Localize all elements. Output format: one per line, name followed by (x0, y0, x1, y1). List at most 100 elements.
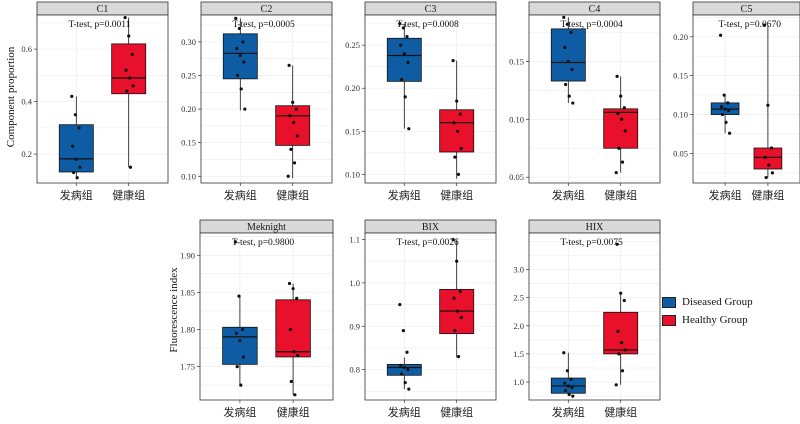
y-tick-label: 1.80 (180, 324, 195, 334)
data-point (614, 383, 618, 387)
y-tick-label: 0.6 (21, 44, 32, 54)
data-point (78, 165, 82, 169)
data-point (291, 100, 295, 104)
data-point (453, 155, 457, 159)
legend-key-diseased (662, 296, 676, 308)
data-point (619, 94, 623, 98)
ttest-annotation: T-test, p=0.0011 (68, 20, 130, 30)
data-point (566, 59, 570, 63)
box-body (111, 43, 147, 95)
y-tick-label: 1.75 (180, 362, 195, 372)
panel-title: C5 (741, 4, 753, 15)
data-point (289, 379, 293, 384)
panel-hix: HIX 1.0 1.5 2.0 2.5 3.0 发病组 健康组 T-test, p=0.0075 (513, 219, 661, 419)
data-point (236, 73, 240, 78)
data-point (456, 172, 461, 176)
panel-title: Meknight (247, 222, 286, 233)
data-point (406, 368, 410, 372)
data-point (291, 287, 295, 291)
plot-area (365, 233, 496, 400)
data-point (453, 328, 457, 333)
y-tick-label: 0.25 (181, 70, 196, 80)
data-point (726, 101, 730, 105)
panel-frame (528, 14, 661, 184)
data-point (128, 165, 133, 169)
data-point (724, 120, 728, 124)
panel-frame (528, 232, 661, 401)
data-point (767, 163, 771, 167)
data-point (234, 16, 238, 20)
data-point (567, 392, 571, 396)
ttest-annotation: T-test, p=0.0026 (396, 238, 459, 248)
data-point (406, 60, 410, 64)
data-point (239, 383, 243, 387)
legend-key-healthy (662, 314, 676, 326)
data-point (296, 353, 300, 358)
data-point (565, 369, 570, 373)
x-category-label: 健康组 (604, 188, 637, 202)
data-point (456, 129, 460, 133)
data-point (459, 315, 463, 320)
data-point (452, 296, 456, 300)
y-tick-label: 1.5 (513, 349, 524, 359)
data-point (124, 68, 128, 72)
data-point (292, 120, 296, 125)
data-point (620, 117, 624, 121)
x-category-label: 健康组 (277, 405, 310, 419)
box-body (275, 105, 311, 146)
y-tick-label: 0.15 (181, 138, 196, 148)
data-point (452, 121, 456, 125)
legend-item-diseased: Diseased Group (662, 294, 753, 310)
data-point (287, 281, 292, 286)
y-tick-label: 0.20 (673, 32, 688, 42)
panel-meknight: Meknight 1.75 1.80 1.85 1.90 发病组 健康组 T-test, p=… (180, 219, 334, 419)
data-point (451, 59, 455, 63)
data-point (233, 240, 237, 244)
y-tick-label: 1.1 (349, 235, 360, 245)
data-point (570, 67, 574, 72)
y-tick-label: 0.2 (21, 149, 32, 159)
x-category-label: 健康组 (604, 405, 637, 419)
data-point (123, 16, 127, 20)
data-point (564, 388, 568, 393)
data-point (564, 82, 568, 87)
data-point (719, 105, 724, 109)
y-tick-label: 0.15 (345, 126, 360, 136)
panel-frame (199, 232, 334, 401)
y-tick-label: 0.25 (345, 40, 360, 50)
data-point (763, 155, 767, 159)
data-point (764, 175, 768, 180)
data-point (570, 386, 574, 390)
data-point (237, 26, 241, 31)
panel-frame (200, 14, 333, 184)
y-tick-label: 0.15 (509, 56, 524, 66)
data-point (617, 352, 621, 356)
data-point (127, 34, 131, 38)
ttest-annotation: T-test, p=0.0075 (560, 238, 623, 248)
data-point (403, 381, 407, 385)
data-point (563, 45, 567, 50)
data-point (402, 52, 406, 56)
data-point (131, 84, 135, 88)
y-tick-label: 1.0 (349, 278, 360, 288)
y-tick-label: 1.85 (180, 287, 195, 297)
data-point (622, 298, 626, 303)
data-point (614, 170, 618, 175)
data-point (407, 387, 411, 391)
plot-area (201, 15, 332, 183)
panel-frame (36, 14, 169, 184)
ttest-annotation: T-test, p=0.0005 (232, 20, 295, 30)
plot-area (200, 233, 333, 400)
data-point (567, 94, 571, 98)
box-body (603, 311, 639, 355)
data-point (293, 393, 297, 397)
y-tick-label: 0.10 (345, 169, 360, 179)
x-category-label: 健康组 (276, 188, 309, 202)
data-point (565, 22, 570, 26)
box-body (275, 299, 311, 358)
data-point (238, 339, 242, 343)
data-point (286, 174, 290, 178)
data-point (720, 112, 725, 117)
data-point (762, 23, 766, 27)
